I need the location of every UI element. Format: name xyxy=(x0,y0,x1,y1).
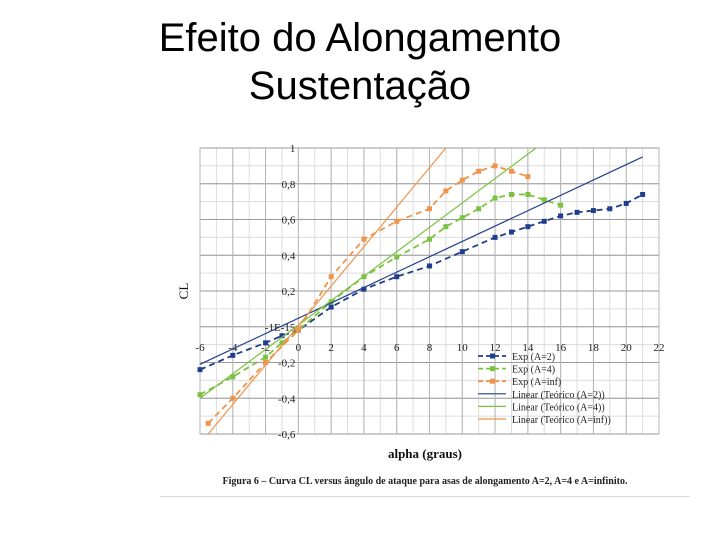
data-point xyxy=(492,234,498,240)
data-point xyxy=(328,299,334,305)
grid-major xyxy=(199,147,660,435)
x-tick-labels: -6 -4 -2 0 2 4 6 8 10 12 14 16 18 20 22 xyxy=(195,342,664,354)
data-point xyxy=(295,327,301,333)
x-tick-label: 16 xyxy=(555,342,567,354)
data-point xyxy=(361,286,367,292)
x-tick-label: 0 xyxy=(296,342,302,354)
data-point xyxy=(279,333,285,339)
y-tick-label: -0,4 xyxy=(278,393,296,405)
legend-label: Linear (Teórico (A=4)) xyxy=(512,402,605,413)
x-tick-label: 14 xyxy=(522,342,534,354)
series-line xyxy=(199,147,537,399)
legend-label: Exp (A=2) xyxy=(512,352,555,363)
chart-svg: -6 -4 -2 0 2 4 6 8 10 12 14 16 18 20 22 1 0,8 0,6 0,4 0,2 -… xyxy=(176,143,665,487)
data-point xyxy=(230,395,236,401)
data-point xyxy=(623,200,629,206)
x-tick-label: 2 xyxy=(328,342,334,354)
data-point xyxy=(525,174,531,180)
x-axis-label: alpha (graus) xyxy=(388,446,462,461)
y-tick-label: 1 xyxy=(290,143,296,155)
data-point xyxy=(197,367,203,373)
legend-marker xyxy=(490,353,495,359)
data-point xyxy=(443,188,449,194)
x-tick-label: 4 xyxy=(361,342,367,354)
y-tick-label: 0,4 xyxy=(282,250,296,262)
data-point xyxy=(361,236,367,242)
x-tick-label: 20 xyxy=(621,342,633,354)
figure-caption: Figura 6 – Curva CL versus ângulo de ata… xyxy=(223,476,628,487)
data-point xyxy=(508,229,514,235)
data-point xyxy=(427,206,432,212)
series-line xyxy=(199,156,643,365)
data-point xyxy=(279,340,285,346)
legend-label: Exp (A=4) xyxy=(512,365,555,376)
data-point xyxy=(541,218,547,224)
series-layer xyxy=(197,147,646,435)
data-point xyxy=(197,392,203,398)
legend-marker xyxy=(490,378,495,384)
data-point xyxy=(230,352,236,358)
data-point xyxy=(508,168,514,174)
data-point xyxy=(525,224,531,230)
data-point xyxy=(459,177,465,183)
data-point xyxy=(459,249,465,255)
y-tick-label: 0,8 xyxy=(282,179,296,191)
data-point xyxy=(525,191,531,197)
x-tick-label: 12 xyxy=(490,342,501,354)
data-point xyxy=(541,197,547,203)
data-point xyxy=(476,206,482,212)
data-point xyxy=(205,420,211,426)
series-line xyxy=(207,164,529,424)
data-point xyxy=(394,218,400,224)
y-axis-label: CL xyxy=(176,283,191,300)
chart-figure: -6 -4 -2 0 2 4 6 8 10 12 14 16 18 20 22 1 0,8 0,6 0,4 0,2 -… xyxy=(160,132,690,498)
x-tick-label: 10 xyxy=(457,342,469,354)
data-point xyxy=(476,168,482,174)
x-tick-label: 8 xyxy=(427,342,433,354)
data-point xyxy=(492,195,498,201)
legend-label: Linear (Teórico (A=2)) xyxy=(512,390,605,401)
data-point xyxy=(558,213,564,219)
data-point xyxy=(263,340,269,346)
data-point xyxy=(558,202,564,208)
data-point xyxy=(328,304,334,310)
data-point xyxy=(263,354,269,360)
legend: Exp (A=2) Exp (A=4)Exp (A=inf) Linear (Teó… xyxy=(478,352,611,426)
caption-divider xyxy=(160,496,690,497)
y-tick-label: -0,2 xyxy=(278,358,295,370)
y-tick-label: -0,6 xyxy=(278,429,296,441)
data-point xyxy=(640,191,646,197)
slide-title-line1: Efeito do Alongamento xyxy=(158,16,562,60)
data-point xyxy=(492,163,498,169)
data-point xyxy=(230,374,236,380)
legend-label: Exp (A=inf) xyxy=(512,377,561,388)
data-point xyxy=(459,215,465,221)
x-tick-label: -4 xyxy=(228,342,238,354)
x-tick-label: 18 xyxy=(588,342,600,354)
slide-title: Efeito do Alongamento Sustentação xyxy=(0,14,720,110)
slide-title-line2: Sustentação xyxy=(248,64,472,108)
x-tick-label: 6 xyxy=(394,342,400,354)
data-point xyxy=(574,209,580,215)
legend-label: Linear (Teórico (A=inf)) xyxy=(512,415,611,426)
y-tick-label: 0,2 xyxy=(282,286,296,298)
data-point xyxy=(590,208,596,214)
series-line xyxy=(199,193,561,396)
data-point xyxy=(443,224,449,230)
data-point xyxy=(427,263,432,269)
data-point xyxy=(263,360,269,365)
data-point xyxy=(508,191,514,197)
y-tick-label: 0,6 xyxy=(282,215,296,227)
data-point xyxy=(328,274,334,280)
series-line xyxy=(207,147,447,435)
data-point xyxy=(607,206,613,212)
legend-marker xyxy=(490,366,495,372)
x-tick-label: -2 xyxy=(261,342,270,354)
data-point xyxy=(427,236,432,242)
data-point xyxy=(394,254,400,260)
x-tick-label: -6 xyxy=(195,342,205,354)
data-point xyxy=(394,274,400,280)
x-tick-label: 22 xyxy=(654,342,665,354)
